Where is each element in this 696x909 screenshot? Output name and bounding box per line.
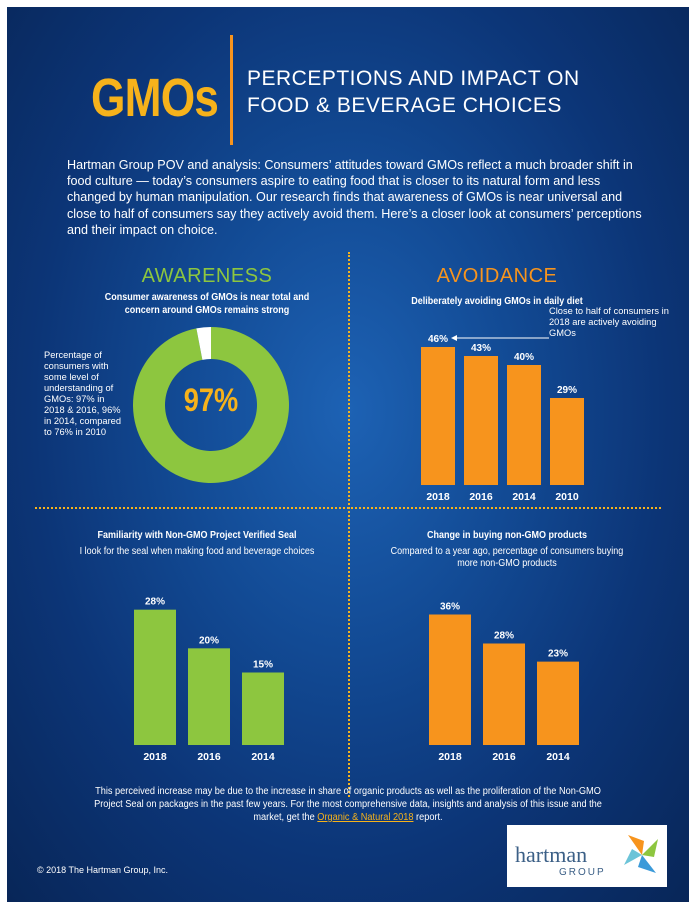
bar-2014 [537,661,579,745]
awareness-percent-label: 97% [183,382,239,418]
avoidance-callout: Close to half of consumers in 2018 are a… [549,306,669,338]
bar-value-label: 46% [428,334,448,345]
footer-text: This perceived increase may be due to th… [89,785,606,824]
familiarity-title: Familiarity with Non-GMO Project Verifie… [97,530,297,541]
bar-2016 [188,648,230,745]
x-tick-label: 2016 [469,491,493,503]
bar-value-label: 28% [494,631,514,642]
footer-text-after: report. [413,812,443,823]
x-tick-label: 2014 [546,751,570,763]
x-tick-label: 2018 [426,491,450,503]
buying-subtitle-line-2: more non-GMO products [457,558,557,569]
bar-value-label: 40% [514,352,534,363]
title-divider [230,35,233,145]
main-title: GMOs [91,68,219,128]
bar-2016 [483,643,525,745]
avoidance-subtitle: Deliberately avoiding GMOs in daily diet [411,296,583,307]
bar-2014 [242,672,284,745]
familiarity-bar-chart: 28% 2018 20% 2016 15% 2014 [134,597,284,763]
vertical-divider [348,252,350,797]
bar-2018 [421,347,455,485]
callout-arrow-head [451,335,457,341]
buying-subtitle: Compared to a year ago, percentage of co… [372,546,642,570]
awareness-subtitle-line-2: concern around GMOs remains strong [124,305,290,316]
bar-2018 [134,609,176,745]
horizontal-divider [35,507,661,509]
bar-value-label: 29% [557,385,577,396]
bar-2018 [429,614,471,745]
bar-value-label: 20% [199,635,219,646]
subtitle: PERCEPTIONS AND IMPACT ON FOOD & BEVERAG… [247,65,667,119]
buying-subtitle-line-1: Compared to a year ago, percentage of co… [390,546,624,557]
awareness-title: AWARENESS [141,265,273,287]
buying-bar-chart: 36% 2018 28% 2016 23% 2014 [429,602,579,763]
awareness-side-note: Percentage of consumers with some level … [44,350,122,437]
subtitle-line-1: PERCEPTIONS AND IMPACT ON [247,67,580,90]
intro-paragraph: Hartman Group POV and analysis: Consumer… [67,158,642,237]
buying-title: Change in buying non-GMO products [426,530,587,541]
pinwheel-icon [624,835,658,873]
donut-slice-aware [132,327,289,483]
logo [507,825,667,887]
bar-2014 [507,365,541,485]
bar-2016 [464,356,498,485]
donut-slice-not-aware [196,327,211,360]
copyright: © 2018 The Hartman Group, Inc. [37,865,169,875]
logo-group-text: GROUP [559,867,606,878]
report-link[interactable]: Organic & Natural 2018 [317,812,414,823]
bar-value-label: 23% [548,649,568,660]
bar-value-label: 15% [253,660,273,671]
bar-value-label: 43% [471,343,491,354]
x-tick-label: 2018 [438,751,462,763]
subtitle-line-2: FOOD & BEVERAGE CHOICES [247,94,562,117]
bar-2010 [550,398,584,485]
familiarity-subtitle: I look for the seal when making food and… [79,546,315,557]
infographic: GMOs PERCEPTIONS AND IMPACT ON FOOD & BE… [7,7,689,902]
x-tick-label: 2010 [555,491,579,503]
x-tick-label: 2014 [512,491,536,503]
avoidance-bar-chart: 46% 2018 43% 2016 40% 2014 29% 2010 [421,334,584,503]
awareness-donut-chart [132,327,289,483]
logo-wordmark: hartman [515,842,588,867]
awareness-subtitle-line-1: Consumer awareness of GMOs is near total… [104,292,310,303]
bar-value-label: 36% [440,602,460,613]
avoidance-title: AVOIDANCE [436,265,558,287]
x-tick-label: 2016 [197,751,221,763]
x-tick-label: 2014 [251,751,275,763]
x-tick-label: 2016 [492,751,516,763]
x-tick-label: 2018 [143,751,167,763]
bar-value-label: 28% [145,597,165,608]
awareness-subtitle: Consumer awareness of GMOs is near total… [77,291,338,317]
footer-text-before: This perceived increase may be due to th… [94,786,602,823]
